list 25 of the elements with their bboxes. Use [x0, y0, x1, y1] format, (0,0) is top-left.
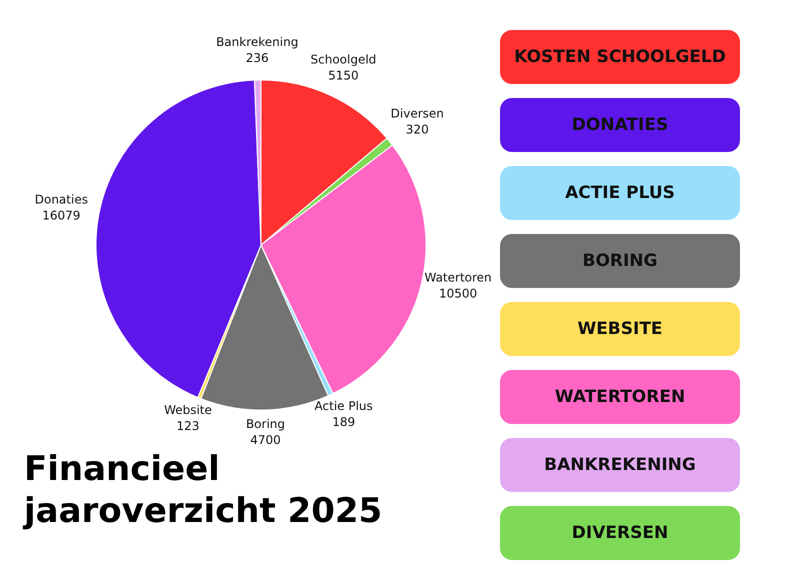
label-box: BORING: [500, 234, 740, 288]
slice-label: Donaties: [34, 192, 88, 206]
slice-label: Boring: [246, 416, 286, 431]
data-label: 5150: [328, 68, 359, 83]
slice-label: Schoolgeld: [310, 52, 376, 67]
label-box: DONATIES: [500, 98, 740, 152]
data-label: 10500: [439, 286, 478, 300]
label-box: ACTIE PLUS: [500, 166, 740, 220]
slice-label: Diversen: [390, 106, 444, 120]
slice-label: Actie Plus: [314, 399, 373, 414]
data-label: 236: [246, 51, 269, 66]
slice-label: Bankrekening: [216, 35, 298, 50]
data-label: 320: [406, 122, 429, 136]
slice-label: Watertoren: [424, 270, 492, 284]
label-box: WEBSITE: [500, 302, 740, 356]
label-box: DIVERSEN: [500, 506, 740, 560]
data-label: 123: [176, 419, 200, 434]
label-box: KOSTEN SCHOOLGELD: [500, 30, 740, 84]
label-box: BANKREKENING: [500, 438, 740, 492]
text: Financieel jaaroverzicht 2025: [24, 448, 384, 532]
label-box: WATERTOREN: [500, 370, 740, 424]
data-label: 189: [332, 415, 356, 430]
data-label: 4700: [250, 432, 281, 447]
data-label: 16079: [42, 208, 80, 222]
slice-label: Website: [164, 403, 212, 418]
